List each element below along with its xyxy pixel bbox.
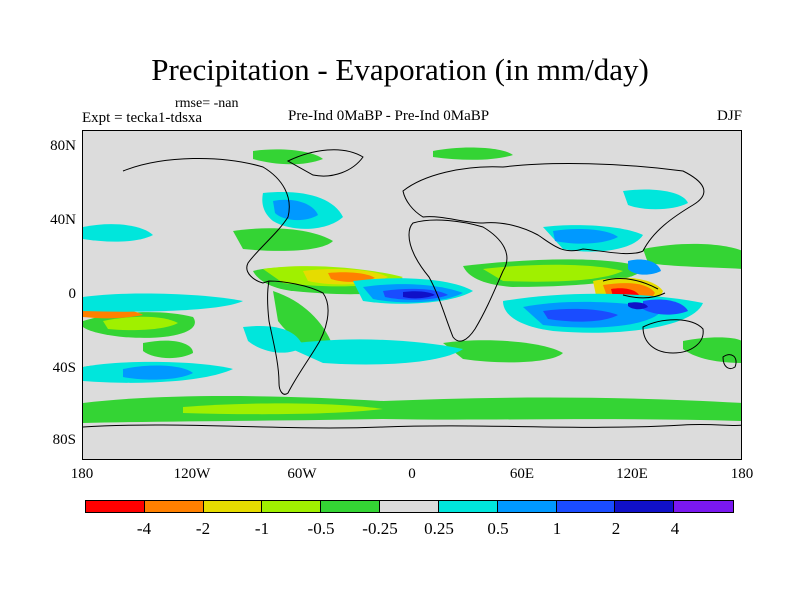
lat-label-40n: 40N bbox=[50, 212, 76, 228]
lon-label-180e: 180 bbox=[730, 466, 754, 482]
colorbar-swatch bbox=[556, 501, 616, 512]
colorbar-label: 2 bbox=[611, 519, 621, 538]
season-label: DJF bbox=[716, 108, 742, 124]
lon-label-120e: 120E bbox=[616, 466, 648, 482]
colorbar-label: 0.25 bbox=[424, 519, 454, 538]
warm-regions bbox=[83, 269, 663, 319]
colorbar-swatch bbox=[321, 501, 381, 512]
colorbar-swatch bbox=[262, 501, 322, 512]
colorbar-swatch bbox=[497, 501, 557, 512]
precip-evap-field bbox=[83, 147, 741, 429]
coastlines bbox=[83, 149, 741, 429]
colorbar-swatch bbox=[615, 501, 675, 512]
colorbar-swatch bbox=[203, 501, 263, 512]
colorbar-label: 0.5 bbox=[487, 519, 509, 538]
lat-label-eq: 0 bbox=[68, 286, 77, 302]
colorbar-label: -2 bbox=[195, 519, 211, 538]
colorbar bbox=[85, 500, 734, 513]
lat-label-80n: 80N bbox=[50, 138, 76, 154]
colorbar-label: 1 bbox=[552, 519, 562, 538]
lon-label-60e: 60E bbox=[509, 466, 535, 482]
colorbar-label: -0.5 bbox=[307, 519, 335, 538]
darkblue-regions bbox=[403, 291, 648, 310]
lon-label-180w: 180 bbox=[70, 466, 94, 482]
colorbar-swatch bbox=[438, 501, 498, 512]
lon-label-120w: 120W bbox=[173, 466, 211, 482]
colorbar-swatch bbox=[86, 501, 145, 512]
colorbar-label: -0.25 bbox=[362, 519, 398, 538]
rmse-label: rmse= -nan bbox=[175, 96, 239, 111]
comparison-label: Pre-Ind 0MaBP - Pre-Ind 0MaBP bbox=[288, 108, 490, 124]
colorbar-swatch bbox=[380, 501, 439, 512]
colorbar-swatch bbox=[674, 501, 733, 512]
colorbar-label: -1 bbox=[254, 519, 270, 538]
plot-title: Precipitation - Evaporation (in mm/day) bbox=[151, 52, 649, 87]
colorbar-label: -4 bbox=[136, 519, 152, 538]
lon-label-0: 0 bbox=[408, 466, 416, 482]
colorbar-swatch bbox=[144, 501, 204, 512]
lon-label-60w: 60W bbox=[287, 466, 317, 482]
map-panel bbox=[82, 130, 742, 460]
lat-label-80s: 80S bbox=[52, 432, 76, 448]
experiment-label: Expt = tecka1-tdsxa bbox=[82, 110, 203, 126]
lat-label-40s: 40S bbox=[52, 360, 76, 376]
colorbar-label: 4 bbox=[670, 519, 680, 538]
